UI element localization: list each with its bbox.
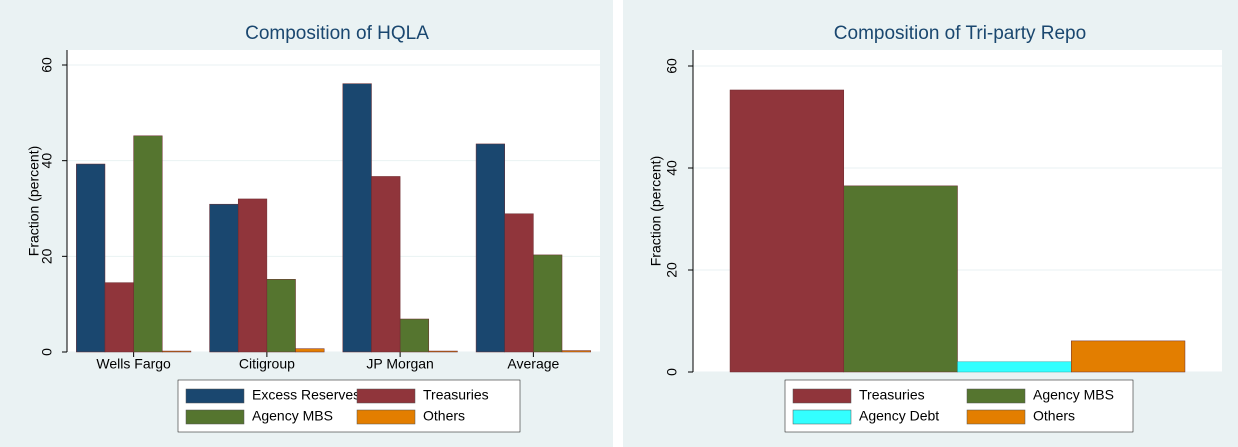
bar [162,350,192,353]
bar [428,350,458,353]
legend-label: Treasuries [859,387,925,403]
legend-label: Agency Debt [859,408,939,424]
bar [104,282,134,353]
bar [729,89,845,373]
bar [342,83,372,353]
bar [209,203,239,353]
y-tick-label: 20 [664,262,680,278]
x-tick-label: Wells Fargo [96,356,171,372]
y-tick-label: 20 [39,248,55,264]
y-tick-label: 40 [39,153,55,169]
bar [133,135,163,353]
legend-label: Excess Reserves [252,387,360,403]
bar [475,143,505,353]
legend-swatch [792,409,852,425]
legend-swatch [792,388,852,404]
legend-swatch [356,388,416,404]
chart-title: Composition of HQLA [245,23,429,44]
bar [843,185,958,373]
y-tick-label: 60 [39,57,55,73]
bar [504,213,534,353]
legend-label: Others [423,408,465,424]
x-tick-label: JP Morgan [366,356,433,372]
bar [533,254,563,353]
bar [561,350,591,353]
y-tick-label: 0 [39,348,55,356]
y-tick-label: 0 [664,368,680,376]
y-tick-label: 40 [664,160,680,176]
legend-swatch [185,388,245,404]
bar [237,198,268,353]
chart-title: Composition of Tri-party Repo [834,23,1086,44]
legend-swatch [966,409,1026,425]
y-axis-label: Fraction (percent) [648,156,664,266]
legend-label: Agency MBS [1033,387,1114,403]
legend-label: Others [1033,408,1075,424]
legend-label: Treasuries [423,387,489,403]
bar [266,279,296,353]
legend-swatch [185,409,245,425]
bar [371,176,401,353]
bar [1070,340,1186,373]
y-axis-label: Fraction (percent) [26,146,42,256]
bar [399,318,430,353]
legend-box [784,379,1134,433]
bar [957,361,1072,373]
y-tick-label: 60 [664,58,680,74]
legend-label: Agency MBS [252,408,333,424]
x-tick-label: Citigroup [239,356,295,372]
x-tick-label: Average [507,356,559,372]
legend-swatch [966,388,1026,404]
bar [76,163,106,353]
legend-swatch [356,409,416,425]
bar [295,348,325,353]
